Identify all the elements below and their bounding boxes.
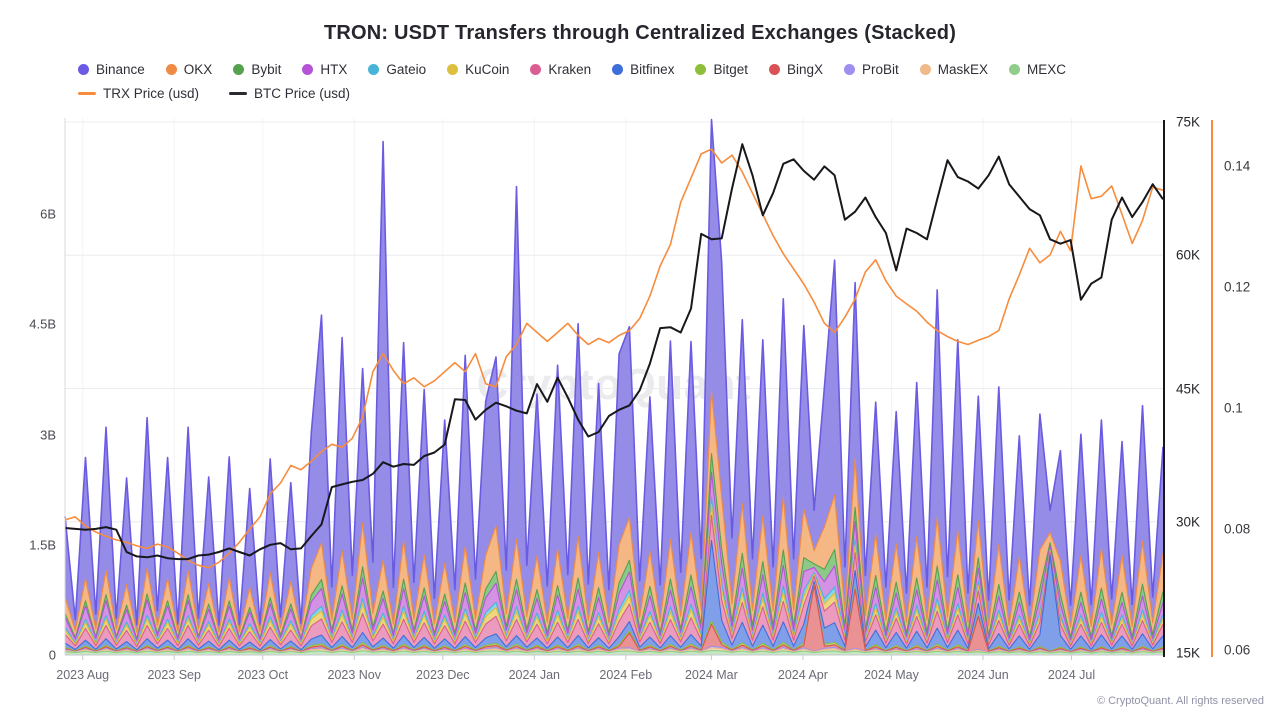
btc-price-line (64, 143, 1164, 561)
x-axis-month-label: 2024 Apr (777, 668, 828, 682)
legend-dot-icon (302, 64, 314, 75)
legend-row-series: Binance OKX Bybit HTX Gateio KuCoin Kraken Bitf… (78, 62, 1066, 77)
legend-label: OKX (183, 62, 213, 77)
y-axis-btc-label: 30K (1176, 514, 1201, 530)
legend-dot-icon (165, 64, 177, 75)
legend-label: HTX (320, 62, 348, 77)
legend-label: Bitget (713, 62, 748, 77)
legend-label: ProBit (862, 62, 899, 77)
legend-label: Gateio (386, 62, 427, 77)
copyright-footer: © CryptoQuant. All rights reserved (1096, 695, 1264, 707)
x-axis-month-label: 2023 Aug (56, 668, 110, 682)
y-axis-btc-label: 45K (1176, 381, 1201, 396)
legend-label: BingX (786, 62, 824, 77)
x-axis-month-label: 2024 Jun (957, 668, 1009, 682)
x-axis-month-label: 2024 Feb (599, 668, 653, 682)
legend-dot-icon (368, 64, 380, 75)
legend-dot-icon (919, 64, 931, 75)
legend-item-kucoin[interactable]: KuCoin (447, 62, 509, 77)
legend-item-bitfinex[interactable]: Bitfinex (612, 62, 674, 77)
trx-price-line (64, 148, 1164, 569)
y-axis-trx-label: 0.1 (1224, 400, 1243, 416)
y-axis-trx-label: 0.06 (1224, 642, 1251, 658)
x-axis-month-label: 2024 Jan (508, 668, 561, 682)
x-axis-month-label: 2023 Nov (327, 668, 382, 682)
y-axis-volume-label: 6B (40, 206, 56, 222)
y-axis-btc-label: 75K (1176, 114, 1201, 130)
legend-item-kraken[interactable]: Kraken (530, 62, 591, 77)
x-axis-month-label: 2024 Jul (1047, 668, 1096, 682)
x-axis-month-label: 2023 Oct (237, 668, 289, 682)
y-axis-volume-label: 3B (40, 427, 56, 443)
legend-label: TRX Price (usd) (103, 86, 200, 101)
x-axis-month-label: 2024 May (863, 668, 919, 682)
legend-label: Bitfinex (630, 62, 675, 77)
legend-dot-icon (233, 64, 245, 75)
legend-line-icon (78, 92, 96, 95)
legend-label: MaskEX (937, 62, 989, 77)
legend-dot-icon (1009, 64, 1021, 75)
legend-dot-icon (768, 64, 780, 75)
legend-item-mexc[interactable]: MEXC (1009, 62, 1066, 77)
y-axis-trx-label: 0.14 (1224, 158, 1251, 174)
legend-item-btc-price-usd-[interactable]: BTC Price (usd) (229, 86, 350, 101)
y-axis-btc-label: 60K (1176, 247, 1201, 263)
legend-dot-icon (612, 64, 624, 75)
chart-title: TRON: USDT Transfers through Centralized… (323, 22, 957, 44)
x-axis-month-label: 2024 Mar (684, 668, 738, 682)
legend-item-bingx[interactable]: BingX (768, 62, 824, 77)
legend-dot-icon (447, 64, 459, 75)
legend-item-probit[interactable]: ProBit (844, 62, 899, 77)
y-axis-volume-label: 0 (48, 647, 56, 663)
legend-item-binance[interactable]: Binance (78, 62, 145, 77)
legend-label: Binance (96, 62, 145, 77)
x-axis-month-label: 2023 Dec (416, 668, 470, 682)
legend-item-maskex[interactable]: MaskEX (919, 62, 989, 77)
legend-label: KuCoin (465, 62, 510, 77)
legend-item-bybit[interactable]: Bybit (233, 62, 281, 77)
legend-item-okx[interactable]: OKX (165, 62, 213, 77)
y-axis-trx-label: 0.12 (1224, 279, 1251, 295)
y-axis-volume-label: 1.5B (29, 537, 56, 553)
legend-dot-icon (530, 64, 542, 75)
legend-item-gateio[interactable]: Gateio (368, 62, 426, 77)
legend-label: Bybit (251, 62, 282, 77)
x-axis-month-label: 2023 Sep (147, 668, 201, 682)
legend-dot-icon (78, 64, 89, 75)
legend-row-price-lines: TRX Price (usd) BTC Price (usd) (78, 86, 350, 101)
legend-item-htx[interactable]: HTX (302, 62, 347, 77)
legend-dot-icon (695, 64, 707, 75)
legend-dot-icon (844, 64, 856, 75)
legend-line-icon (229, 92, 248, 95)
y-axis-btc-label: 15K (1176, 645, 1201, 661)
legend-label: Kraken (548, 62, 592, 77)
y-axis-volume-label: 4.5B (29, 316, 56, 332)
y-axis-trx-label: 0.08 (1224, 521, 1251, 537)
legend-item-bitget[interactable]: Bitget (695, 62, 748, 77)
legend-item-trx-price-usd-[interactable]: TRX Price (usd) (78, 86, 199, 101)
legend-label: MEXC (1027, 62, 1067, 77)
legend-label: BTC Price (usd) (254, 86, 351, 101)
